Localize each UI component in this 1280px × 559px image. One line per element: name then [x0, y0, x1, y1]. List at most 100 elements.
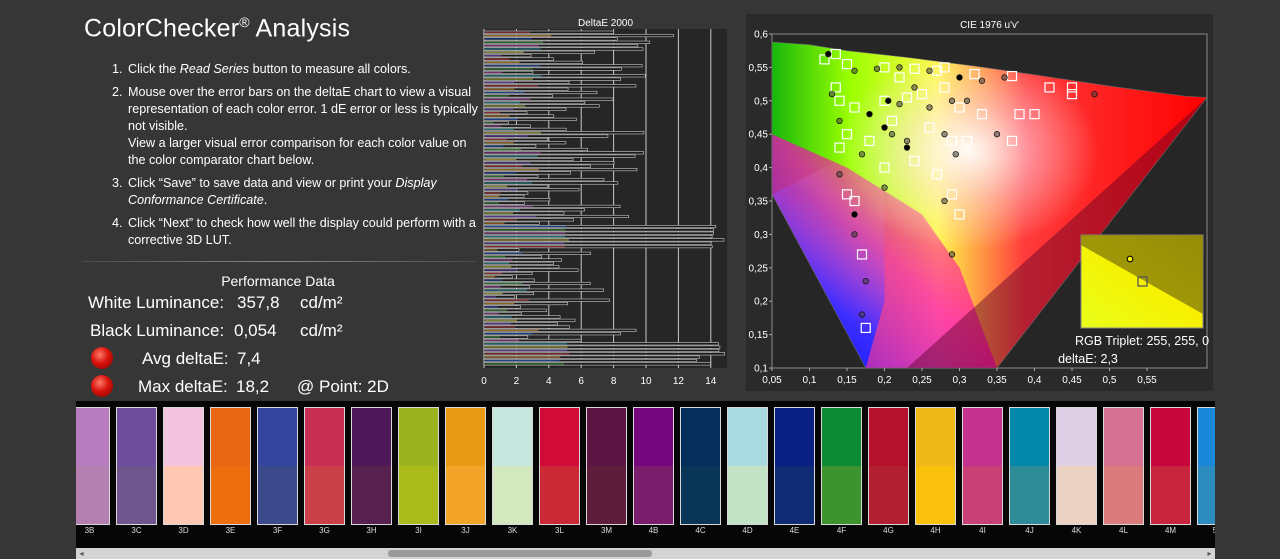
deltae-bar[interactable] [483, 278, 535, 282]
deltae-bar[interactable] [483, 305, 521, 309]
deltae-bar[interactable] [483, 235, 713, 239]
deltae-bar[interactable] [483, 47, 644, 51]
cie-target-marker[interactable] [924, 122, 935, 133]
deltae-bar[interactable] [483, 315, 561, 319]
deltae-bar[interactable] [483, 211, 565, 215]
deltae-bar[interactable] [483, 60, 583, 64]
deltae-bar[interactable] [483, 271, 533, 275]
deltae-bar[interactable] [483, 74, 646, 78]
cie-measured-marker[interactable] [866, 111, 873, 118]
cie-measured-marker[interactable] [828, 90, 836, 98]
deltae-bar[interactable] [483, 174, 539, 178]
deltae-bar[interactable] [483, 345, 721, 349]
cie-measured-marker[interactable] [1091, 90, 1098, 98]
color-swatch-3j[interactable] [445, 407, 486, 525]
cie-target-marker[interactable] [969, 68, 980, 80]
cie-chromaticity-chart[interactable]: 0,05 0,1 0,15 0,2 0,25 0,3 0,35 0,4 0,45 0,5 0,550… [746, 14, 1213, 391]
deltae-bar[interactable] [483, 291, 534, 296]
deltae-bar[interactable] [483, 248, 520, 252]
scroll-left-icon[interactable]: ◂ [79, 549, 84, 558]
deltae-bar[interactable] [483, 308, 547, 312]
cie-target-marker[interactable] [879, 62, 890, 73]
deltae-bar[interactable] [483, 144, 537, 148]
deltae-bar[interactable] [483, 245, 713, 249]
cie-measured-marker[interactable] [858, 311, 866, 318]
color-swatch-4e[interactable] [774, 407, 815, 525]
cie-target-marker[interactable] [849, 195, 860, 207]
deltae-bar[interactable] [483, 134, 609, 138]
cie-measured-marker[interactable] [1001, 74, 1008, 81]
cie-measured-marker[interactable] [825, 50, 832, 58]
color-swatch-3g[interactable] [304, 407, 345, 525]
deltae-bar[interactable] [483, 261, 554, 265]
color-swatch-3l[interactable] [539, 407, 580, 525]
deltae-bar[interactable] [483, 37, 618, 41]
deltae-bar[interactable] [483, 218, 574, 222]
cie-measured-marker[interactable] [885, 97, 892, 104]
cie-measured-marker[interactable] [896, 64, 903, 71]
deltae-bar[interactable] [483, 358, 697, 363]
deltae-bar[interactable] [483, 208, 585, 212]
color-swatch-4b[interactable] [633, 407, 674, 525]
cie-measured-marker[interactable] [836, 171, 843, 178]
cie-measured-marker[interactable] [851, 211, 858, 218]
deltae-bar[interactable] [483, 228, 714, 232]
cie-measured-marker[interactable] [926, 104, 933, 111]
deltae-bar[interactable] [483, 281, 591, 286]
deltae-bar[interactable] [483, 198, 551, 202]
cie-target-marker[interactable] [946, 189, 958, 200]
cie-target-marker[interactable] [819, 54, 830, 65]
cie-target-marker[interactable] [931, 169, 943, 180]
deltae-bar[interactable] [483, 214, 629, 219]
cie-measured-marker[interactable] [948, 97, 956, 104]
deltae-bar[interactable] [483, 64, 643, 68]
cie-target-marker[interactable] [909, 155, 920, 167]
deltae-bar[interactable] [483, 34, 674, 38]
cie-measured-marker[interactable] [926, 67, 933, 74]
cie-target-marker[interactable] [834, 95, 845, 106]
deltae-bar[interactable] [483, 318, 576, 322]
cie-target-marker[interactable] [856, 249, 868, 260]
deltae-bar[interactable] [483, 168, 638, 172]
color-swatch-3i[interactable] [398, 407, 439, 525]
deltae-bar[interactable] [483, 154, 636, 158]
deltae-bar[interactable] [483, 275, 513, 279]
deltae-bar[interactable] [483, 225, 717, 229]
deltae-bar-chart[interactable]: DeltaE 2000 0 2 4 6 8 10 12 14 [481, 15, 731, 391]
deltae-bar[interactable] [483, 231, 714, 235]
deltae-bar[interactable] [483, 151, 644, 155]
deltae-bar[interactable] [483, 332, 621, 336]
deltae-bar[interactable] [483, 298, 610, 302]
deltae-bar[interactable] [483, 194, 525, 198]
cie-measured-marker[interactable] [956, 74, 963, 81]
color-swatch-4h[interactable] [915, 407, 956, 525]
deltae-bar[interactable] [483, 124, 531, 128]
cie-target-marker[interactable] [1066, 82, 1078, 93]
deltae-bar[interactable] [483, 114, 555, 118]
deltae-bar[interactable] [483, 335, 529, 339]
scroll-thumb[interactable] [388, 550, 652, 557]
cie-measured-marker[interactable] [881, 124, 888, 131]
cie-target-marker[interactable] [830, 82, 841, 93]
deltae-bar[interactable] [483, 342, 719, 346]
deltae-bar[interactable] [483, 191, 529, 195]
deltae-bar[interactable] [483, 268, 579, 272]
cie-target-marker[interactable] [841, 129, 853, 140]
deltae-bar[interactable] [483, 54, 532, 58]
cie-measured-marker[interactable] [903, 137, 911, 145]
deltae-bar[interactable] [483, 87, 569, 91]
color-swatch-4i[interactable] [962, 407, 1003, 525]
cie-target-marker[interactable] [954, 102, 965, 113]
cie-measured-marker[interactable] [941, 131, 948, 138]
cie-target-marker[interactable] [1006, 70, 1018, 82]
deltae-bar[interactable] [483, 238, 725, 242]
cie-measured-marker[interactable] [911, 84, 918, 91]
color-swatch-3h[interactable] [351, 407, 392, 525]
cie-target-marker[interactable] [1014, 109, 1025, 120]
cie-measured-marker[interactable] [881, 184, 888, 191]
cie-target-marker[interactable] [1029, 109, 1040, 120]
deltae-bar[interactable] [483, 338, 582, 342]
cie-target-marker[interactable] [864, 135, 875, 146]
deltae-bar[interactable] [483, 164, 591, 168]
cie-measured-marker[interactable] [952, 151, 959, 158]
